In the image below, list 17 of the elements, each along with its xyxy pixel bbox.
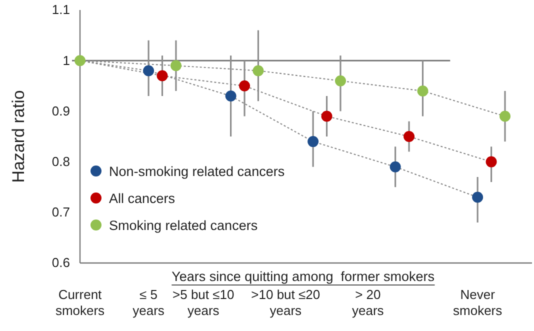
x-tick-label: ≤ 5 years: [132, 287, 165, 318]
y-axis-title: Hazard ratio: [9, 90, 28, 183]
text: Years since quitting among former smokers: [172, 269, 435, 284]
legend-label: Smoking related cancers: [109, 218, 258, 233]
y-tick-label: 1: [62, 52, 70, 68]
x-tick-label: Current smokers: [55, 287, 106, 318]
x-tick-label: >5 but ≤10 years: [172, 287, 234, 318]
legend-label: Non-smoking related cancers: [109, 164, 285, 179]
y-tick-label: 0.8: [52, 154, 70, 169]
x-tick-label: Never smokers: [453, 287, 503, 318]
y-tick-label: 0.7: [52, 204, 70, 220]
y-tick-label: 0.6: [52, 255, 70, 270]
y-tick-label: 1.1: [52, 2, 70, 18]
legend-label: All cancers: [109, 191, 176, 206]
x-tick-label: >10 but ≤20 years: [251, 287, 320, 318]
y-tick-label: 0.9: [52, 103, 70, 118]
x-tick-label: > 20 years: [352, 287, 384, 318]
